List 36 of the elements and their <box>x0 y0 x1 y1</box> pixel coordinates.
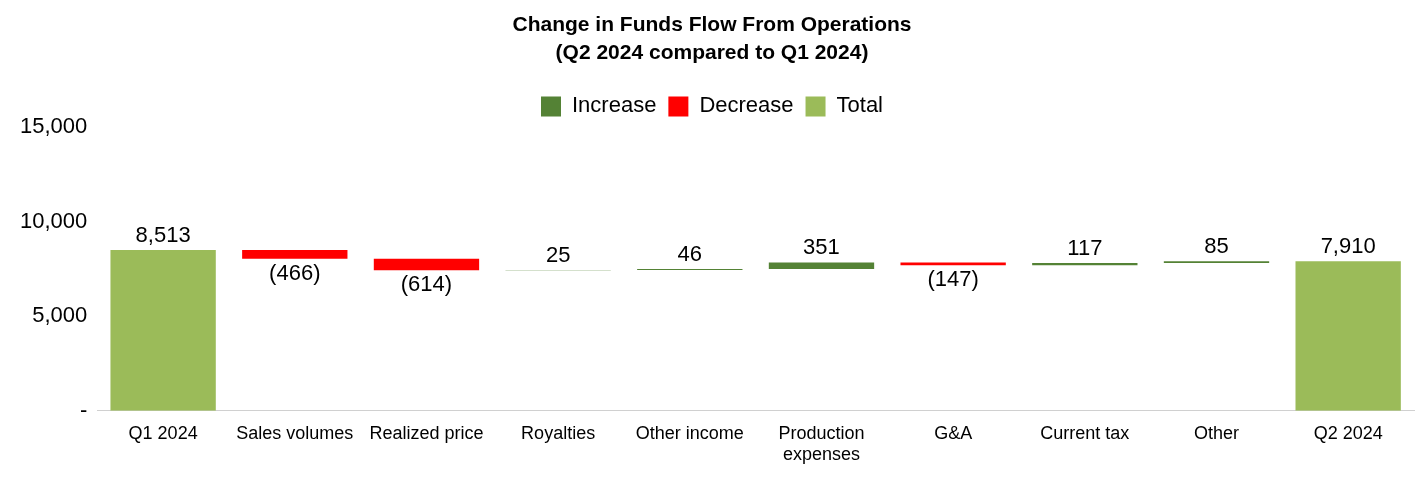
bar <box>768 262 875 270</box>
data-label: 8,513 <box>135 222 191 248</box>
chart-title: Change in Funds Flow From Operations <box>512 12 912 36</box>
x-tick-label: Other income <box>635 422 744 443</box>
bar <box>1295 261 1401 411</box>
bar <box>373 258 480 271</box>
y-tick-label: 10,000 <box>19 207 88 233</box>
x-tick-label: Sales volumes <box>236 422 354 443</box>
chart-subtitle: (Q2 2024 compared to Q1 2024) <box>555 39 869 63</box>
x-tick-label: G&A <box>934 422 973 443</box>
data-label: 46 <box>677 241 703 267</box>
y-tick-label: 15,000 <box>19 113 88 139</box>
legend-label: Total <box>836 92 884 118</box>
y-tick-label: 5,000 <box>32 302 88 328</box>
x-tick-label: Royalties <box>521 422 596 443</box>
x-tick-label: Production expenses <box>778 422 865 465</box>
bar <box>900 262 1006 266</box>
x-tick-label: Other <box>1193 422 1240 443</box>
legend-label: Increase <box>572 92 657 118</box>
legend-label: Decrease <box>699 92 794 118</box>
data-label: 351 <box>803 234 840 260</box>
bar <box>1032 262 1138 266</box>
x-tick-label: Realized price <box>369 422 484 443</box>
y-tick-label: - <box>79 396 88 422</box>
x-tick-label: Current tax <box>1040 422 1130 443</box>
bar <box>242 249 348 259</box>
data-label: 85 <box>1204 233 1229 259</box>
x-tick-label: Q2 2024 <box>1313 422 1383 443</box>
data-label: 117 <box>1067 235 1103 261</box>
data-label: (614) <box>400 271 453 297</box>
data-label: (466) <box>269 259 321 285</box>
data-label: 25 <box>545 241 571 267</box>
data-label: (147) <box>927 266 979 292</box>
data-label: 7,910 <box>1320 233 1376 259</box>
x-tick-label: Q1 2024 <box>128 422 198 443</box>
bar <box>110 249 216 411</box>
